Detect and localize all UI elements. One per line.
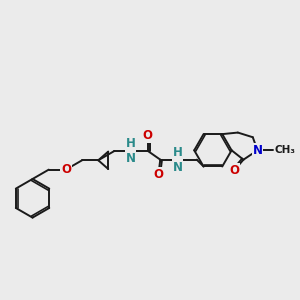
Text: H
N: H N xyxy=(172,146,182,174)
Text: O: O xyxy=(61,163,71,176)
Text: CH₃: CH₃ xyxy=(274,145,295,155)
Text: H
N: H N xyxy=(126,137,136,165)
Text: O: O xyxy=(229,164,239,177)
Text: O: O xyxy=(153,168,164,181)
Text: N: N xyxy=(253,144,262,157)
Text: O: O xyxy=(143,130,153,142)
